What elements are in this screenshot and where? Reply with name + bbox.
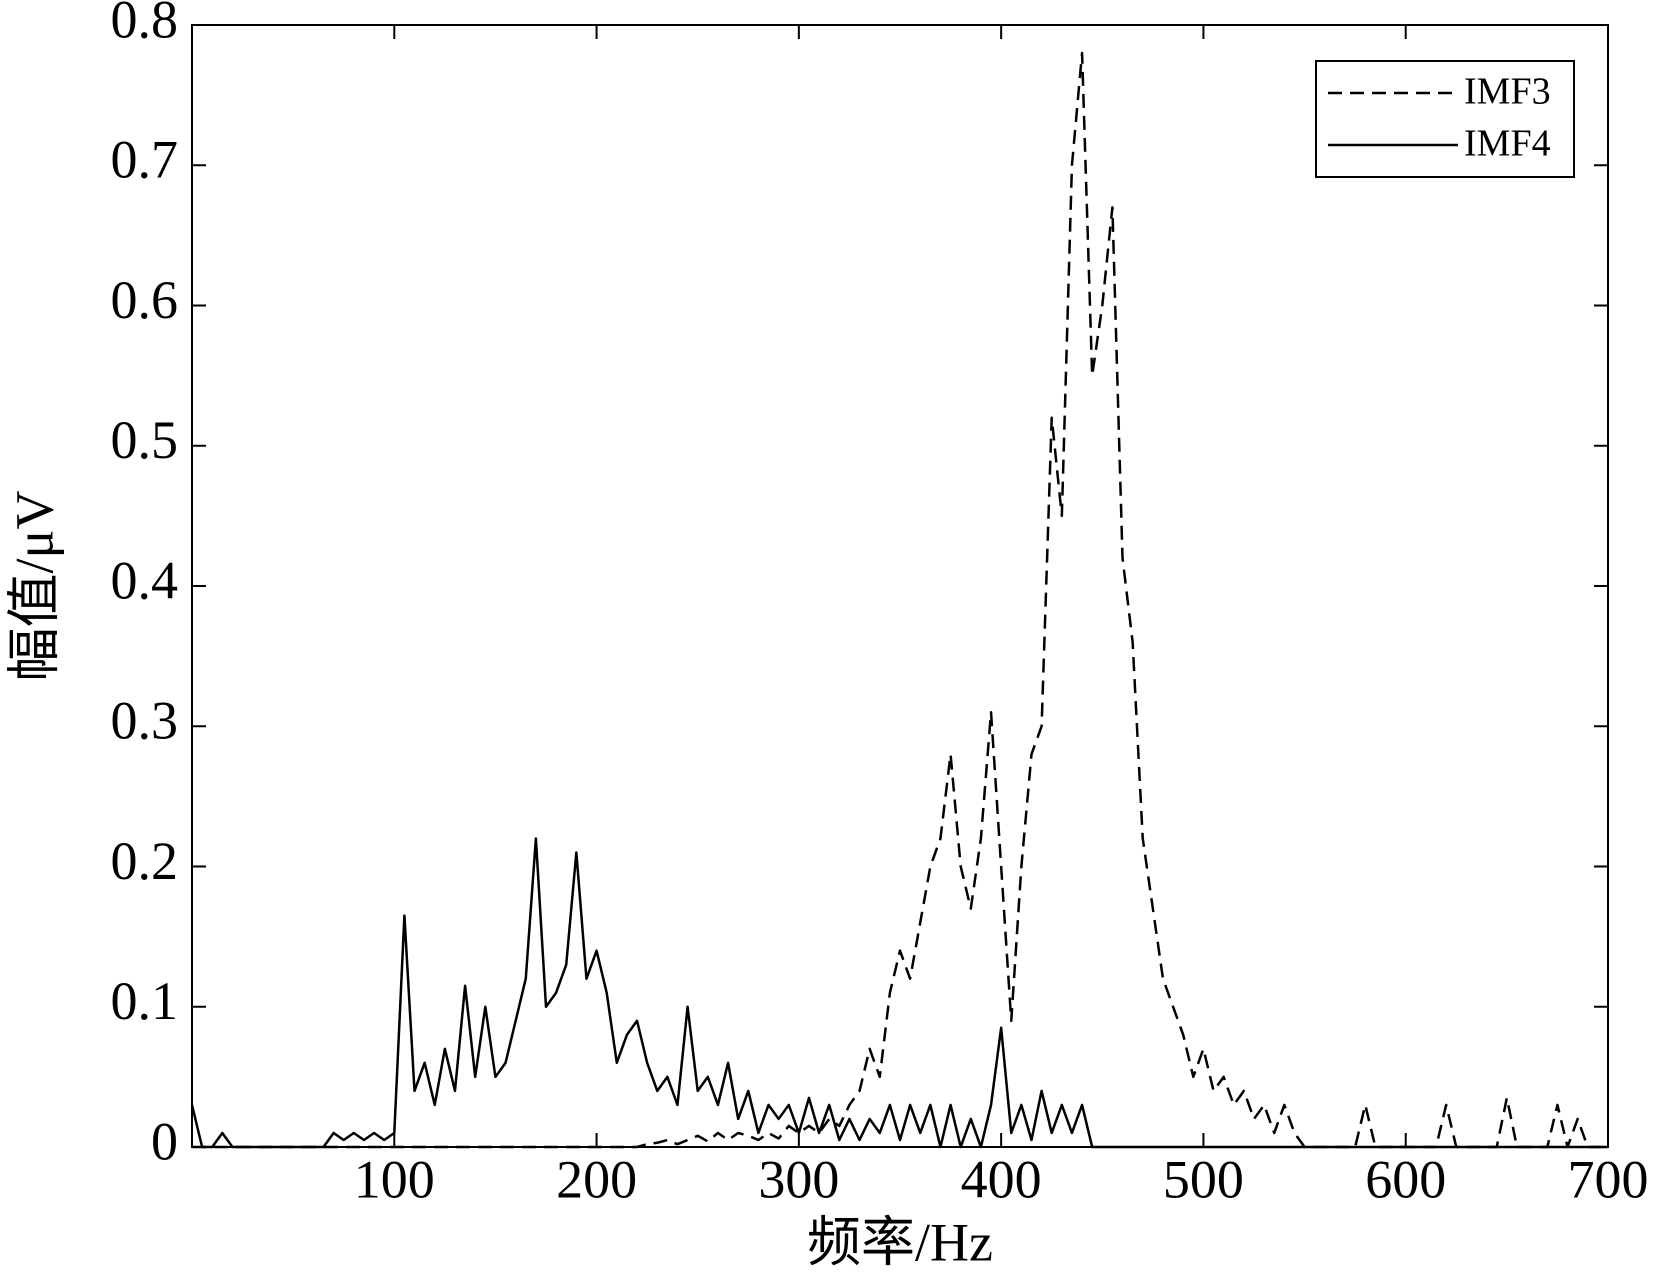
x-tick-label: 300 <box>758 1149 839 1209</box>
series-line <box>190 837 1608 1149</box>
y-tick-label: 0.5 <box>111 410 179 470</box>
x-tick-label: 700 <box>1568 1149 1649 1209</box>
y-tick-label: 0.7 <box>111 130 179 190</box>
series-line <box>192 51 1608 1149</box>
x-tick-label: 400 <box>961 1149 1042 1209</box>
y-tick-label: 0.3 <box>111 691 179 751</box>
plot-frame <box>191 24 1609 1148</box>
legend-box <box>1315 60 1575 178</box>
y-tick-label: 0.8 <box>111 0 179 49</box>
y-tick-label: 0 <box>151 1111 178 1171</box>
x-tick-label: 100 <box>354 1149 435 1209</box>
x-axis-label: 频率/Hz <box>807 1212 993 1272</box>
legend: IMF3 IMF4 <box>1315 60 1575 178</box>
y-tick-label: 0.2 <box>111 831 179 891</box>
y-axis-label: 幅值/μV <box>4 491 64 682</box>
legend-label: IMF4 <box>1464 123 1551 165</box>
legend-label: IMF3 <box>1464 71 1551 113</box>
x-tick-label: 200 <box>556 1149 637 1209</box>
x-tick-label: 600 <box>1365 1149 1446 1209</box>
y-tick-label: 0.1 <box>111 971 179 1031</box>
y-tick-label: 0.6 <box>111 270 179 330</box>
y-tick-label: 0.4 <box>111 550 179 610</box>
x-tick-label: 500 <box>1163 1149 1244 1209</box>
